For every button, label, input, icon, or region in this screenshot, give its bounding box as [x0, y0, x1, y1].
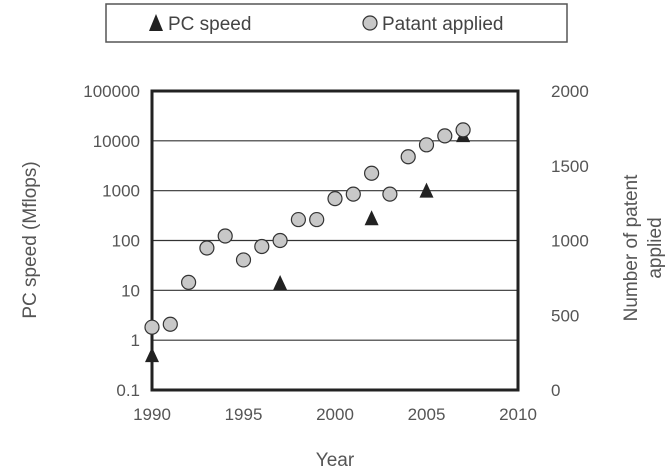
x-tick-label: 2000: [316, 405, 354, 424]
y-axis-right-title-line2: applied: [645, 217, 666, 278]
y-right-tick-label: 500: [551, 306, 579, 325]
pc-speed-point: [364, 210, 379, 226]
patent-applied-point: [400, 149, 416, 165]
y-left-tick-label: 10: [121, 281, 140, 300]
y-left-tick-label: 1000: [102, 182, 140, 201]
patent-applied-point: [437, 128, 453, 144]
plot-frame: [150, 89, 520, 392]
patent-applied-point: [290, 211, 306, 228]
patent-applied-point: [217, 228, 233, 244]
y-left-tick-label: 10000: [93, 132, 140, 151]
patent-applied-point: [364, 165, 380, 181]
y-left-tick-label: 0.1: [116, 381, 140, 400]
y-right-tick-label: 1500: [551, 157, 589, 176]
x-axis-title: Year: [316, 450, 355, 471]
y-axis-right-title-line1: Number of patent: [621, 174, 642, 322]
patent-applied-point: [455, 122, 471, 138]
y-right-tick-label: 1000: [551, 232, 589, 251]
x-tick-label: 2010: [499, 405, 537, 424]
y-left-tick-label: 1: [131, 331, 140, 350]
patent-applied-point: [199, 240, 215, 256]
tick-labels: 100000 10000 1000 100 10 1 0.1 2000 1500 1000 500 0…: [83, 82, 589, 424]
y-right-tick-label: 2000: [551, 82, 589, 101]
legend-circle-marker: [362, 15, 378, 31]
patent-applied-point: [144, 319, 160, 335]
patent-applied-point: [181, 274, 197, 290]
y-left-tick-label: 100000: [83, 82, 140, 101]
pc-speed-point: [145, 347, 159, 363]
patent-applied-point: [235, 252, 252, 268]
x-tick-label: 2005: [408, 405, 446, 424]
legend-triangle-marker: [149, 14, 163, 31]
legend: PC speed Patant applied: [105, 3, 568, 43]
y-left-tick-label: 100: [112, 232, 140, 251]
patent-applied-point: [309, 211, 325, 228]
pc-speed-point: [419, 182, 434, 198]
patent-applied-point: [327, 191, 343, 207]
data-points: [144, 122, 471, 363]
x-tick-label: 1990: [133, 405, 171, 424]
patent-applied-point: [162, 316, 178, 332]
patent-applied-point: [418, 137, 435, 153]
y-axis-left-title: PC speed (Mflops): [20, 161, 41, 318]
y-right-tick-label: 0: [551, 381, 560, 400]
legend-frame: [105, 3, 568, 43]
legend-label-patent-applied: Patant applied: [382, 14, 504, 35]
patent-applied-point: [272, 232, 288, 249]
patent-applied-point: [382, 186, 398, 202]
patent-applied-point: [254, 238, 270, 255]
patent-applied-point: [345, 186, 361, 202]
legend-label-pc-speed: PC speed: [168, 14, 251, 35]
pc-speed-point: [273, 275, 288, 291]
x-tick-label: 1995: [225, 405, 263, 424]
